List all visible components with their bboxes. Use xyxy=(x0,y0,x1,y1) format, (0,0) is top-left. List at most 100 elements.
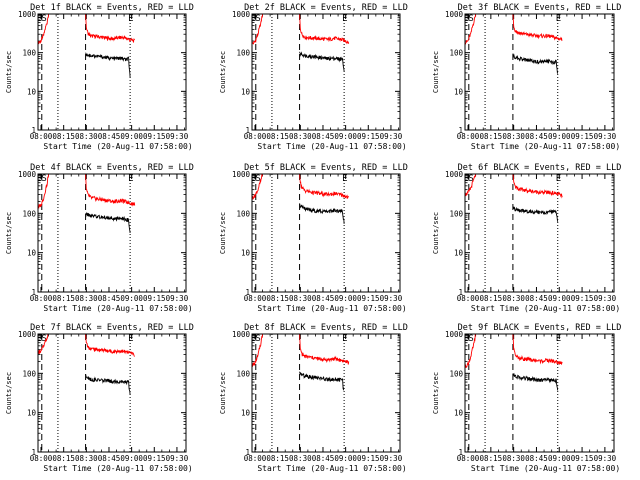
x-tick-label: 09:00 xyxy=(548,132,571,141)
marker-label-e: E xyxy=(128,174,133,184)
series-line-events xyxy=(299,51,345,72)
marker-label-e: E xyxy=(37,14,42,24)
y-tick-label: 1 xyxy=(245,126,250,135)
x-axis-label: Start Time (20-Aug-11 07:58:00) xyxy=(471,464,620,473)
x-tick-label: 08:45 xyxy=(98,454,121,463)
y-tick-label: 1 xyxy=(31,448,36,457)
chart-title: Det 4f BLACK = Events, RED = LLD xyxy=(30,163,194,173)
chart-panel-7: Det 7f BLACK = Events, RED = LLD Counts/s… xyxy=(5,323,194,473)
x-tick-label: 09:30 xyxy=(594,294,617,303)
x-tick-label: 09:15 xyxy=(143,132,166,141)
x-tick-label: 08:30 xyxy=(75,454,98,463)
marker-label-e: E xyxy=(342,174,347,184)
series-line-events xyxy=(85,211,131,234)
chart-title: Det 1f BLACK = Events, RED = LLD xyxy=(30,3,194,13)
x-tick-label: 09:15 xyxy=(143,454,166,463)
x-tick-label: 09:30 xyxy=(594,454,617,463)
y-tick-label: 10 xyxy=(454,409,464,418)
series-line-events xyxy=(85,374,131,395)
marker-label-e: E xyxy=(37,174,42,184)
chart-panel-2: Det 2f BLACK = Events, RED = LLD Counts/s… xyxy=(219,3,408,151)
y-tick-label: 1000 xyxy=(232,170,251,179)
x-tick-label: 09:00 xyxy=(334,132,357,141)
y-tick-label: 100 xyxy=(449,209,463,218)
y-tick-label: 10 xyxy=(454,87,464,96)
x-tick-label: 08:00 xyxy=(30,132,53,141)
marker-label-s: S xyxy=(255,334,260,344)
x-axis-label: Start Time (20-Aug-11 07:58:00) xyxy=(257,142,406,151)
x-tick-label: 09:00 xyxy=(120,454,143,463)
x-tick-label: 09:00 xyxy=(548,454,571,463)
x-tick-label: 08:15 xyxy=(266,132,289,141)
y-tick-label: 1 xyxy=(31,126,36,135)
y-axis-label: Counts/sec xyxy=(5,212,13,254)
x-axis-label: Start Time (20-Aug-11 07:58:00) xyxy=(257,304,406,313)
series-line-events xyxy=(85,52,131,78)
y-axis-label: Counts/sec xyxy=(5,372,13,414)
x-tick-label: 08:30 xyxy=(502,294,525,303)
plot-frame xyxy=(37,173,187,293)
x-tick-label: 08:00 xyxy=(244,294,267,303)
x-tick-label: 09:15 xyxy=(357,294,380,303)
y-axis-label: Counts/sec xyxy=(432,51,440,93)
marker-label-e: E xyxy=(464,334,469,344)
y-axis-label: Counts/sec xyxy=(432,212,440,254)
x-tick-label: 09:30 xyxy=(380,294,403,303)
chart-title: Det 3f BLACK = Events, RED = LLD xyxy=(458,3,622,13)
x-tick-label: 08:15 xyxy=(52,294,75,303)
marker-label-s: S xyxy=(468,174,473,184)
marker-label-s: S xyxy=(41,174,46,184)
x-tick-label: 08:45 xyxy=(525,454,548,463)
y-axis-label: Counts/sec xyxy=(219,372,227,414)
x-tick-label: 08:30 xyxy=(75,294,98,303)
x-axis-label: Start Time (20-Aug-11 07:58:00) xyxy=(471,142,620,151)
x-tick-label: 09:15 xyxy=(143,294,166,303)
x-tick-label: 08:15 xyxy=(480,294,503,303)
x-axis-label: Start Time (20-Aug-11 07:58:00) xyxy=(43,304,192,313)
chart-panel-1: Det 1f BLACK = Events, RED = LLD Counts/s… xyxy=(5,3,194,151)
plot-frame xyxy=(37,333,187,453)
marker-label-e: E xyxy=(464,14,469,24)
marker-label-e: E xyxy=(342,334,347,344)
plot-frame xyxy=(37,13,187,131)
x-tick-label: 08:15 xyxy=(480,132,503,141)
y-tick-label: 100 xyxy=(22,369,36,378)
series-line-lld xyxy=(465,14,563,45)
y-tick-label: 10 xyxy=(27,87,37,96)
chart-title: Det 8f BLACK = Events, RED = LLD xyxy=(244,323,408,333)
y-tick-label: 1 xyxy=(245,448,250,457)
series-line-events xyxy=(512,53,559,75)
x-tick-label: 09:00 xyxy=(548,294,571,303)
y-tick-label: 1000 xyxy=(18,10,37,19)
series-line-lld xyxy=(252,14,350,46)
x-axis-label: Start Time (20-Aug-11 07:58:00) xyxy=(257,464,406,473)
y-tick-label: 1000 xyxy=(445,170,464,179)
y-tick-label: 1000 xyxy=(18,330,37,339)
marker-label-e: E xyxy=(37,334,42,344)
y-tick-label: 100 xyxy=(449,369,463,378)
marker-label-s: S xyxy=(468,334,473,344)
x-tick-label: 09:30 xyxy=(380,454,403,463)
x-axis-label: Start Time (20-Aug-11 07:58:00) xyxy=(471,304,620,313)
marker-label-e: E xyxy=(342,14,347,24)
series-line-lld xyxy=(38,174,136,209)
y-tick-label: 1 xyxy=(245,288,250,297)
chart-title: Det 6f BLACK = Events, RED = LLD xyxy=(458,163,622,173)
chart-panel-9: Det 9f BLACK = Events, RED = LLD Counts/s… xyxy=(432,323,621,473)
y-tick-label: 10 xyxy=(27,409,37,418)
marker-label-s: S xyxy=(41,334,46,344)
x-tick-label: 09:30 xyxy=(166,132,189,141)
x-tick-label: 09:00 xyxy=(334,294,357,303)
y-tick-label: 1000 xyxy=(232,10,251,19)
plot-frame xyxy=(251,333,401,453)
marker-label-s: S xyxy=(41,14,46,24)
x-tick-label: 09:15 xyxy=(571,294,594,303)
series-line-lld xyxy=(252,174,349,200)
series-line-lld xyxy=(252,334,350,368)
plot-frame xyxy=(251,13,401,131)
chart-title: Det 7f BLACK = Events, RED = LLD xyxy=(30,323,194,333)
x-tick-label: 09:15 xyxy=(571,132,594,141)
x-tick-label: 08:00 xyxy=(30,294,53,303)
chart-title: Det 9f BLACK = Events, RED = LLD xyxy=(458,323,622,333)
